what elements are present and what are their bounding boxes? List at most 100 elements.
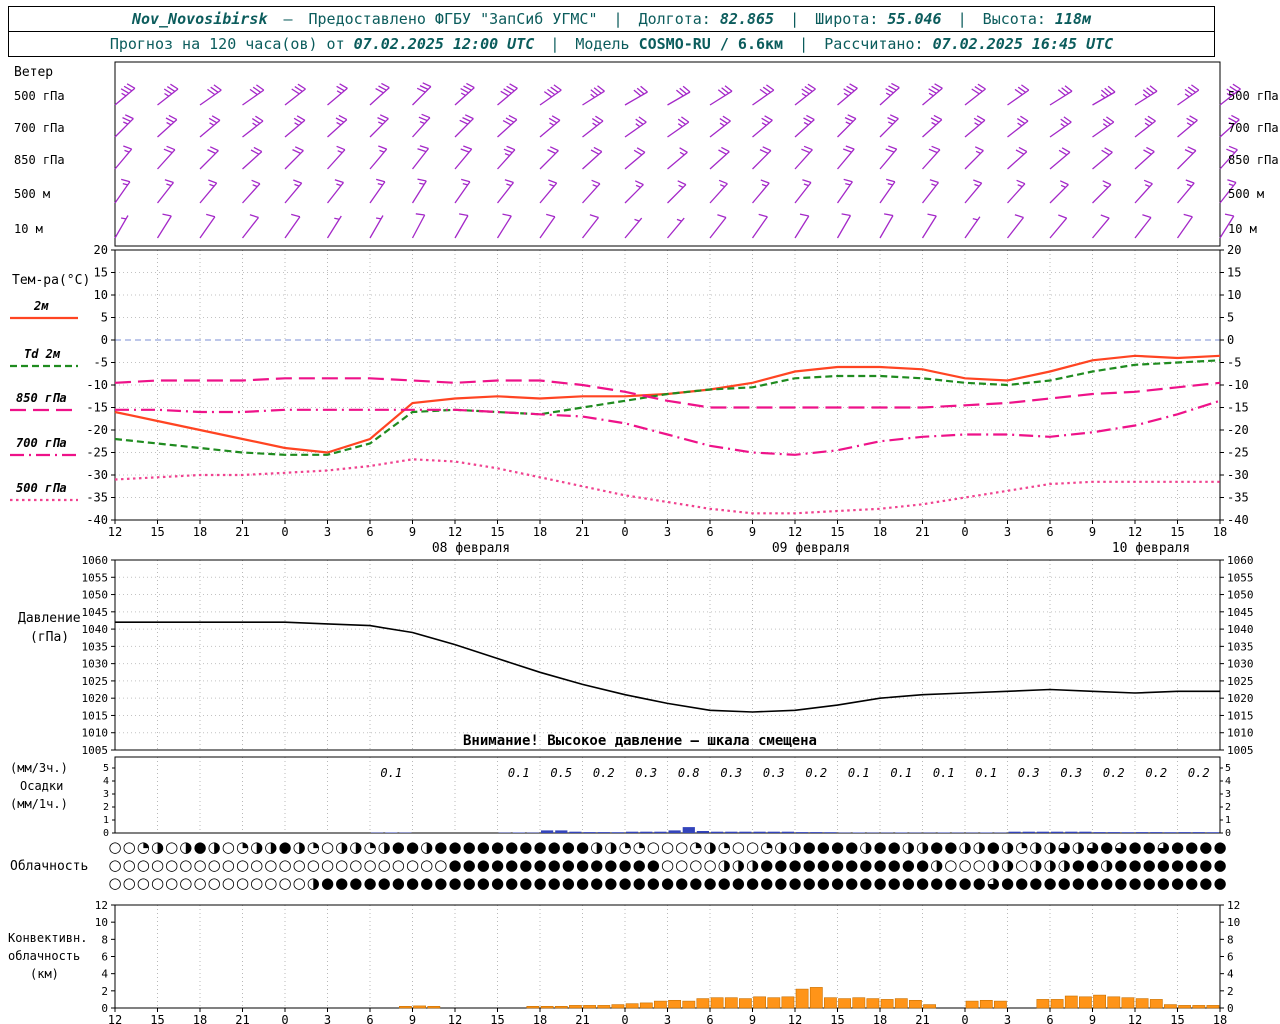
station-name: Nov_Novosibirsk [131, 10, 268, 28]
wind-barb [752, 115, 773, 138]
header-row-2: Прогноз на 120 часа(ов) от 07.02.2025 12… [8, 31, 1215, 57]
wind-barb [624, 217, 643, 239]
cloud-cover-symbol: ○ [108, 856, 121, 874]
precip-bar [753, 831, 766, 833]
cloud-cover-symbol: ○ [278, 874, 291, 892]
cloud-cover-symbol: ● [434, 874, 447, 892]
wind-barb [242, 146, 263, 170]
pressure-warning-text: Внимание! Высокое давление — шкала смеще… [463, 733, 817, 749]
wind-barb [837, 145, 855, 170]
cloud-cover-symbol: ○ [264, 874, 277, 892]
wind-barb [1092, 116, 1115, 138]
cloud-cover-symbol: ◔ [236, 838, 249, 856]
cloud-cover-symbol: ◔ [307, 838, 320, 856]
cloud-cover-symbol: ◔ [137, 838, 150, 856]
time-tick-label: 18 [193, 1013, 207, 1024]
wind-panel-title: Ветер [14, 65, 53, 80]
precip-3h-amount: 0.2 [1103, 766, 1125, 780]
time-tick-label: 12 [108, 1013, 122, 1024]
cloud-cover-symbol: ◑ [930, 856, 943, 874]
time-tick-label: 0 [621, 1013, 628, 1024]
convective-bar [1206, 1005, 1220, 1009]
cloud-cover-symbol: ● [803, 838, 816, 856]
time-tick-label: 6 [706, 525, 713, 539]
wind-barb [369, 178, 386, 204]
cloud-cover-symbol: ● [1199, 838, 1212, 856]
cloud-cover-symbol: ◑ [179, 838, 192, 856]
time-tick-label: 15 [1170, 1013, 1184, 1024]
cloud-cover-symbol: ○ [151, 874, 164, 892]
cloud-cover-symbol: ● [1001, 874, 1014, 892]
cloud-cover-symbol: ● [902, 874, 915, 892]
cloud-cover-symbol: ● [873, 874, 886, 892]
time-tick-label: 0 [621, 525, 628, 539]
precip-bar [852, 832, 865, 833]
wind-barb [411, 178, 427, 204]
precipitation-panel-border [114, 756, 1221, 834]
cloud-cover-symbol: ● [803, 874, 816, 892]
time-tick-label: 12 [448, 1013, 462, 1024]
wind-barb [454, 114, 474, 138]
precip-bar [711, 831, 724, 833]
cloud-cover-symbol: ● [193, 838, 206, 856]
wind-barb [794, 145, 813, 170]
wind-barb [327, 114, 348, 138]
pressure-ytick-label: 1020 [1227, 692, 1254, 705]
conv-ytick-label: 2 [101, 985, 108, 998]
separator: | [790, 10, 800, 28]
cloud-cover-symbol: ○ [434, 856, 447, 874]
pressure-ytick-label: 1045 [82, 606, 109, 619]
cloud-cover-symbol: ○ [378, 856, 391, 874]
cloud-cover-symbol: ◑ [703, 838, 716, 856]
wind-panel-border [114, 61, 1221, 247]
wind-barb [837, 114, 857, 138]
precip-bar [1164, 832, 1177, 833]
precip-3h-amount: 0.1 [848, 766, 870, 780]
cloud-cover-symbol: ● [1086, 874, 1099, 892]
wind-level-label: 850 гПа [1228, 153, 1279, 167]
cloud-cover-symbol: ○ [321, 856, 334, 874]
pressure-ytick-label: 1030 [82, 658, 109, 671]
time-tick-label: 12 [788, 525, 802, 539]
wind-barb [1219, 213, 1235, 239]
dash: — [283, 10, 293, 28]
temp-ytick-label: -15 [1227, 401, 1249, 415]
temp-ytick-label: -10 [86, 378, 108, 392]
cloud-cover-symbol: ● [463, 856, 476, 874]
convective-bar [568, 1005, 582, 1009]
conv-ytick-label: 4 [101, 968, 108, 981]
wind-barb [156, 213, 172, 239]
cloud-cover-symbol: ● [788, 856, 801, 874]
cloud-cover-symbol: ● [491, 874, 504, 892]
cloud-cover-symbol: ○ [661, 856, 674, 874]
cloud-cover-symbol: ● [746, 874, 759, 892]
convective-bar [625, 1003, 639, 1009]
wind-barb [667, 147, 688, 170]
cloud-cover-symbol: ○ [165, 874, 178, 892]
cloud-cover-symbol: ● [845, 874, 858, 892]
cloud-cover-symbol: ○ [250, 874, 263, 892]
wind-barb [284, 115, 306, 138]
precip-ytick-label: 5 [103, 763, 109, 774]
legend-entry-label: 500 гПа [16, 481, 67, 495]
wind-barb [454, 82, 475, 106]
wind-barb [667, 85, 691, 106]
convective-bar [1121, 997, 1135, 1009]
wind-level-label: 500 гПа [1228, 89, 1279, 103]
time-tick-label: 18 [193, 525, 207, 539]
wind-barb [1092, 180, 1112, 204]
precip-bar [682, 827, 695, 833]
cloud-cover-symbol: ◑ [746, 856, 759, 874]
cloud-cover-symbol: ◑ [958, 838, 971, 856]
wind-barb [1134, 214, 1152, 239]
conv-axis-title: Конвективн. [8, 931, 87, 945]
cloud-cover-symbol: ○ [293, 856, 306, 874]
precip-3h-amount: 0.3 [720, 766, 742, 780]
wind-barb [539, 146, 559, 170]
cloud-cover-symbol: ◑ [1029, 856, 1042, 874]
cloud-cover-symbol: ○ [108, 838, 121, 856]
cloud-cover-symbol: ● [661, 874, 674, 892]
time-tick-label: 0 [281, 525, 288, 539]
pressure-ytick-label: 1015 [1227, 709, 1254, 722]
cloud-cover-symbol: ○ [193, 856, 206, 874]
